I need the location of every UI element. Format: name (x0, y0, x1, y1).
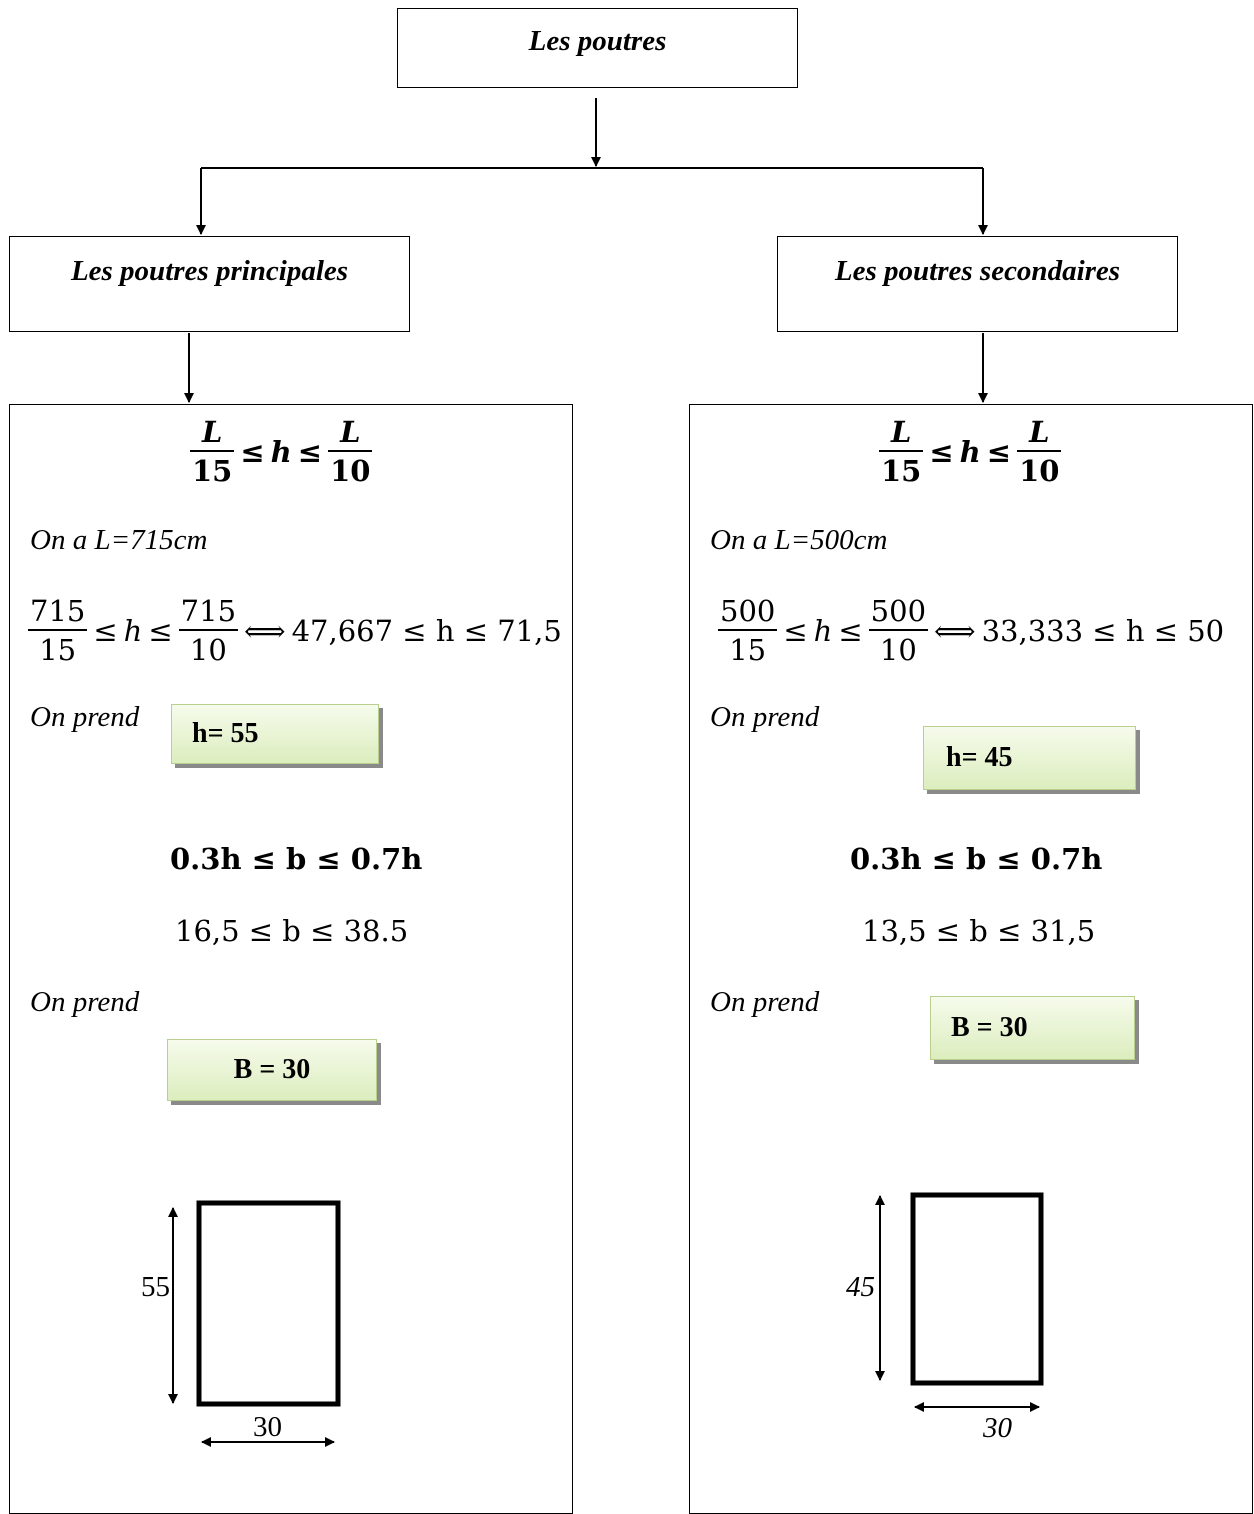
left-section-rect (196, 1200, 341, 1407)
right-on-a: On a L=500cm (710, 524, 888, 556)
right-formula-b: 0.3h ≤ b ≤ 0.7h (850, 842, 1103, 876)
left-formula-h: L 15 ≤ h ≤ L 10 (190, 415, 373, 488)
left-title-box: Les poutres principales (9, 236, 410, 332)
left-on-prend-2: On prend (30, 986, 140, 1018)
right-on-prend-1: On prend (710, 701, 820, 733)
left-formula-b: 0.3h ≤ b ≤ 0.7h (170, 842, 423, 876)
root-box: Les poutres (397, 8, 798, 88)
right-calc-h: 500 15 ≤ h ≤ 500 10 ⟺ 33,333 ≤ h ≤ 50 (718, 594, 1225, 667)
right-calc-b: 13,5 ≤ b ≤ 31,5 (862, 914, 1096, 948)
left-calc-b: 16,5 ≤ b ≤ 38.5 (175, 914, 409, 948)
left-result-b: B = 30 (167, 1039, 377, 1101)
left-on-prend-1: On prend (30, 701, 140, 733)
left-dim-width-label: 30 (253, 1411, 282, 1443)
left-title: Les poutres principales (70, 255, 349, 287)
right-formula-h: L 15 ≤ h ≤ L 10 (879, 415, 1062, 488)
left-calc-h: 715 15 ≤ h ≤ 715 10 ⟺ 47,667 ≤ h ≤ 71,5 (28, 594, 562, 667)
right-title-box: Les poutres secondaires (777, 236, 1178, 332)
right-result-h: h= 45 (923, 726, 1136, 790)
right-section-rect (910, 1192, 1044, 1386)
right-title: Les poutres secondaires (834, 255, 1121, 287)
right-dim-height-label: 45 (846, 1271, 875, 1303)
right-on-prend-2: On prend (710, 986, 820, 1018)
left-result-h: h= 55 (171, 704, 379, 764)
left-content-box (9, 404, 573, 1514)
left-dim-height-label: 55 (141, 1271, 170, 1303)
root-title: Les poutres (528, 25, 667, 57)
right-result-b: B = 30 (930, 996, 1135, 1060)
left-on-a: On a L=715cm (30, 524, 208, 556)
right-content-box (689, 404, 1253, 1514)
right-dim-width-label: 30 (983, 1412, 1012, 1444)
